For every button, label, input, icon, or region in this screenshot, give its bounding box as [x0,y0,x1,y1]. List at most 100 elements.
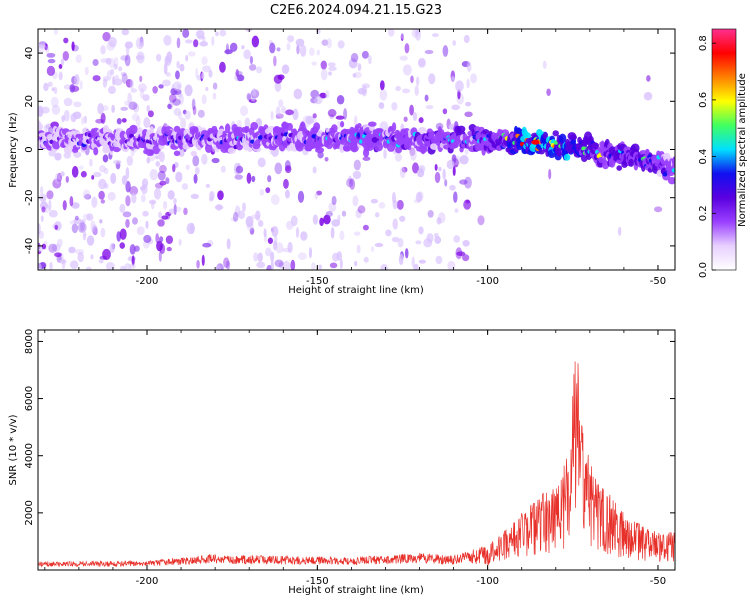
heatmap-cell [54,173,61,184]
heatmap-cell [477,215,485,226]
heatmap-cell [434,163,438,171]
heatmap-cell [60,171,65,177]
heatmap-cell [38,43,46,49]
heatmap-cell [317,29,321,35]
heatmap-cell [173,150,181,157]
colorbar-label: Normalized spectral amplitude [737,73,748,227]
heatmap-cell [193,39,199,48]
heatmap-cell [415,191,423,203]
heatmap-cell [654,206,663,213]
heatmap-cell [362,156,371,161]
heatmap-cell [470,73,478,84]
heatmap-cell [143,234,152,243]
heatmap-cell [103,167,109,175]
heatmap-cell [201,94,207,105]
heatmap-cell [353,115,358,127]
heatmap-cell [100,199,106,204]
heatmap-cell [391,122,397,132]
heatmap-cell [398,253,404,266]
heatmap-cell [380,263,388,270]
heatmap-cell [296,44,300,55]
heatmap-cell [40,106,50,114]
heatmap-cell [442,108,448,115]
colorbar-tick-label: 0.2 [698,205,709,221]
heatmap-cell [434,171,441,184]
heatmap-cell [418,117,424,124]
heatmap-y-ticks: -40 -20 0 20 40 [24,47,675,254]
heatmap-cell [98,259,104,264]
heatmap-cell [211,157,220,164]
heatmap-cell [348,175,352,185]
heatmap-cell [274,81,282,92]
heatmap-cell [217,190,224,201]
heatmap-marks [38,29,675,270]
heatmap-cell [425,105,434,110]
heatmap-cell [124,262,131,270]
heatmap-cell [158,151,163,160]
heatmap-cell [47,58,56,64]
heatmap-cell [129,79,134,90]
heatmap-cell [459,154,469,165]
heatmap-cell [113,78,123,86]
heatmap-cell [125,167,130,180]
heatmap-cell [125,79,133,88]
heatmap-cell [353,231,361,236]
heatmap-cell [569,134,577,141]
heatmap-cell [147,110,154,118]
heatmap-cell [307,145,312,152]
heatmap-cell [354,260,358,267]
heatmap-cell [158,84,164,89]
heatmap-cell [98,190,105,200]
heatmap-cell [327,109,337,117]
heatmap-cell [409,147,416,157]
heatmap-cell [54,224,58,230]
heatmap-cell [292,108,299,121]
heatmap-cell [252,87,256,98]
x-tick-label: -150 [306,276,329,287]
heatmap-cell [125,180,131,193]
heatmap-cell [411,29,420,38]
heatmap-cell [257,252,263,262]
heatmap-cell [77,252,84,263]
heatmap-cell [452,40,456,46]
heatmap-cell [208,197,214,202]
heatmap-cell [129,124,138,135]
snr-background [38,330,675,570]
heatmap-cell [367,121,377,127]
heatmap-cell [374,242,384,248]
heatmap-cell [129,244,136,255]
heatmap-cell [273,55,277,67]
heatmap-cell [267,175,272,183]
heatmap-cell [208,69,213,78]
heatmap-cell [81,219,86,224]
snr-y-axis-label: SNR (10 * v/v) [8,414,19,485]
heatmap-cell [100,58,109,63]
heatmap-cell [131,255,135,266]
y-tick-label: 0 [24,146,35,152]
heatmap-cell [255,210,261,221]
heatmap-cell [464,176,472,189]
heatmap-cell [308,247,313,259]
heatmap-cell [74,74,80,86]
heatmap-cell [176,37,181,49]
colorbar: 0.0 0.2 0.4 0.6 0.8 Normalized spectral ampl… [698,28,748,278]
heatmap-cell [125,195,131,207]
heatmap-cell [175,206,182,212]
heatmap-cell [452,166,456,176]
heatmap-cell [73,101,82,108]
heatmap-cell [172,98,181,106]
heatmap-cell [444,179,448,187]
heatmap-cell [77,222,87,233]
heatmap-cell [287,35,295,43]
heatmap-cell [157,170,166,181]
heatmap-cell [154,182,164,189]
heatmap-cell [361,83,370,89]
heatmap-cell [131,192,137,204]
heatmap-cell [92,58,99,66]
heatmap-cell [352,195,359,207]
heatmap-cell [453,235,461,243]
heatmap-cell [376,140,382,146]
heatmap-cell [225,260,231,270]
heatmap-cell [616,165,623,171]
heatmap-cell [91,175,95,180]
